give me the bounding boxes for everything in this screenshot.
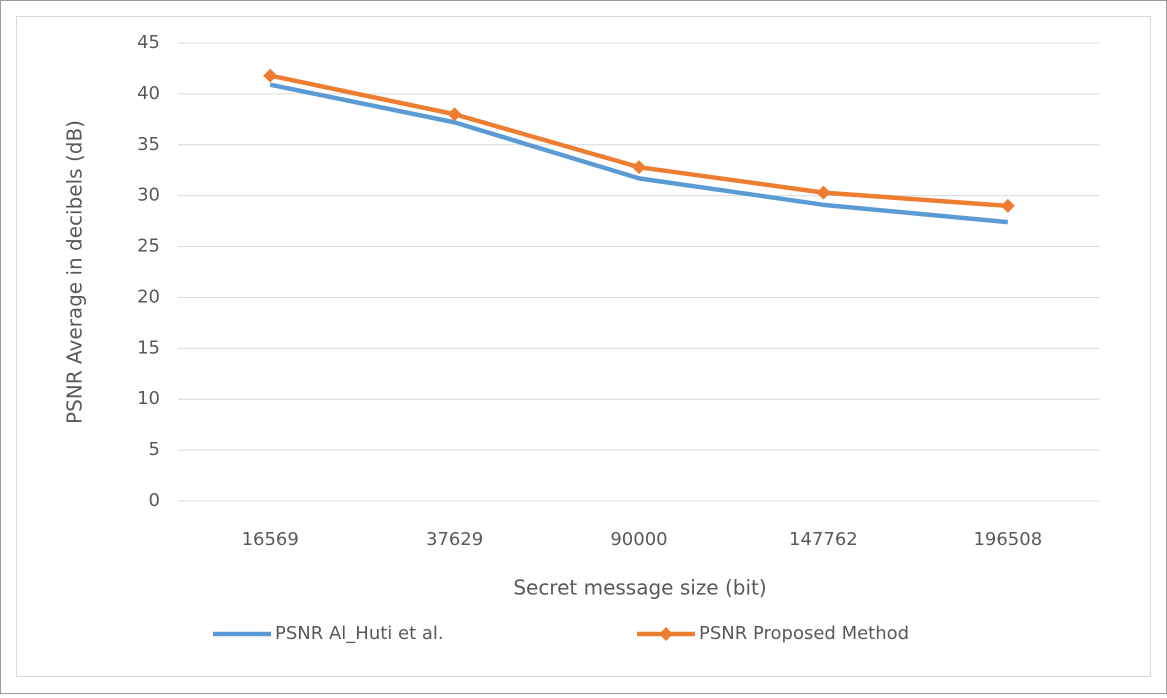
y-tick-label: 5 [149,439,160,460]
y-tick-label: 20 [137,286,160,307]
x-tick-label: 90000 [610,529,667,550]
chart-area [16,16,1151,677]
y-tick-label: 25 [137,236,160,257]
x-tick-label: 37629 [426,529,483,550]
x-tick-label: 16569 [242,529,299,550]
x-axis-title: Secret message size (bit) [513,576,766,600]
x-tick-label: 196508 [973,529,1042,550]
x-tick-label: 147762 [789,529,858,550]
y-tick-label: 40 [137,83,160,104]
y-tick-label: 10 [137,388,160,409]
series-line [269,82,1009,225]
legend-label: PSNR Proposed Method [699,623,909,644]
legend-marker [659,627,673,641]
marker [632,160,646,175]
y-tick-label: 45 [137,32,160,53]
marker [1000,198,1015,213]
y-tick-label: 35 [137,134,160,155]
marker [816,185,831,200]
legend-label: PSNR Al_Huti et al. [275,623,444,644]
marker [263,68,278,83]
y-tick-label: 30 [137,185,160,206]
marker [447,107,462,122]
y-tick-label: 15 [137,337,160,358]
y-axis-title: PSNR Average in decibels (dB) [63,120,87,424]
y-tick-label: 0 [149,490,160,511]
